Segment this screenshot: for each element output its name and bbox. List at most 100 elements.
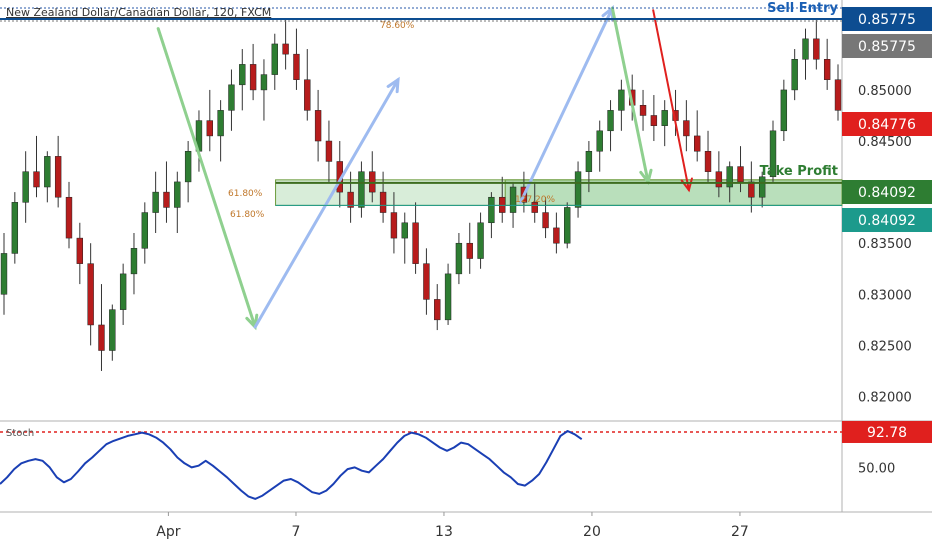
candle-body [748,181,755,198]
candle-body [715,171,723,188]
chart-title: New Zealand Dollar/Canadian Dollar, 120,… [6,6,272,19]
price-tick-label: 0.82000 [858,390,912,405]
sell-entry-label: Sell Entry [767,1,838,16]
candle-body [574,171,582,208]
candle-body [228,84,235,111]
candle [152,171,159,233]
price-badge-3: 0.84776 [842,112,932,136]
fib-label-3: 61.80% [230,210,265,220]
candle-body [531,202,538,213]
candle [184,141,192,203]
candle [748,161,755,213]
candle [834,64,842,121]
candle [769,120,777,182]
price-badge-text: 0.84092 [858,213,916,229]
candle [618,79,625,131]
candle [499,176,506,223]
candle [423,248,430,315]
take-profit-label: Take Profit [760,164,838,179]
candle [780,79,788,142]
candle-body [369,171,376,193]
candle-body [314,110,322,142]
candle-body [596,130,603,152]
candle [488,192,495,239]
price-badge-text: 0.84776 [858,117,916,133]
candle [260,59,268,121]
price-tick-label: 0.83000 [858,288,912,303]
fib-label-2: 61.80% [228,189,263,199]
candle [694,110,701,162]
candle [109,304,116,361]
candle-body [217,110,224,137]
candle [33,135,40,198]
candle-body [564,207,571,244]
candle-body [704,150,712,172]
candle-body [726,166,733,188]
candle-body [769,130,777,178]
candle-body [466,242,473,259]
candle-body [76,237,84,264]
candle-body [379,191,387,213]
swing-arrow-4 [610,6,650,184]
candle [293,28,300,90]
price-badge-bg [842,208,932,232]
candle [401,212,408,264]
candle [44,151,51,203]
candle [661,100,668,147]
candle [412,202,419,274]
candle-body [477,222,484,259]
stoch-badge-bg [842,420,932,443]
candle [249,43,257,101]
candle [444,263,452,325]
candle-body [119,273,127,310]
candle [141,202,148,264]
candle-body [184,150,192,183]
candle [76,222,84,285]
candle-body [737,166,744,183]
candle [271,33,278,90]
candle [206,89,213,152]
candle [174,171,181,233]
candle [434,284,441,331]
time-tick-label: 7 [292,524,301,540]
candle [11,192,19,264]
swing-arrow-4-head [639,168,653,186]
candle-body [249,64,257,91]
candle-body [271,43,278,75]
candle-body [488,196,495,224]
sell-arrow [652,9,690,192]
swing-arrow-2 [253,78,400,329]
candle [455,232,463,285]
stoch-tick-label: 50.00 [858,461,895,476]
candle [823,38,831,90]
candle [802,28,809,80]
candle-body [791,59,798,91]
candle [119,263,127,325]
candle [477,212,484,269]
candle [531,181,538,223]
candle-body [444,273,452,321]
candle [564,202,571,249]
candle-body [87,263,94,326]
candle-body [174,181,181,208]
candle [466,222,473,274]
candle-body [44,156,51,188]
candle [596,120,603,172]
stoch-title: Stoch [6,428,35,439]
time-tick-label: 27 [731,524,749,540]
swing-arrow-3 [519,6,614,204]
fib-label-4: 127.20% [515,195,555,205]
candle [683,100,690,152]
candle-body [683,120,690,137]
candle-body [65,196,73,239]
candle-body [455,242,463,275]
candle-body [618,89,625,111]
candle-body [802,38,809,60]
candle-body [163,191,170,208]
time-tick-label: 20 [583,524,601,540]
candle-body [661,110,668,126]
price-badge-1: 0.85775 [842,7,932,31]
candle-body [509,186,517,213]
